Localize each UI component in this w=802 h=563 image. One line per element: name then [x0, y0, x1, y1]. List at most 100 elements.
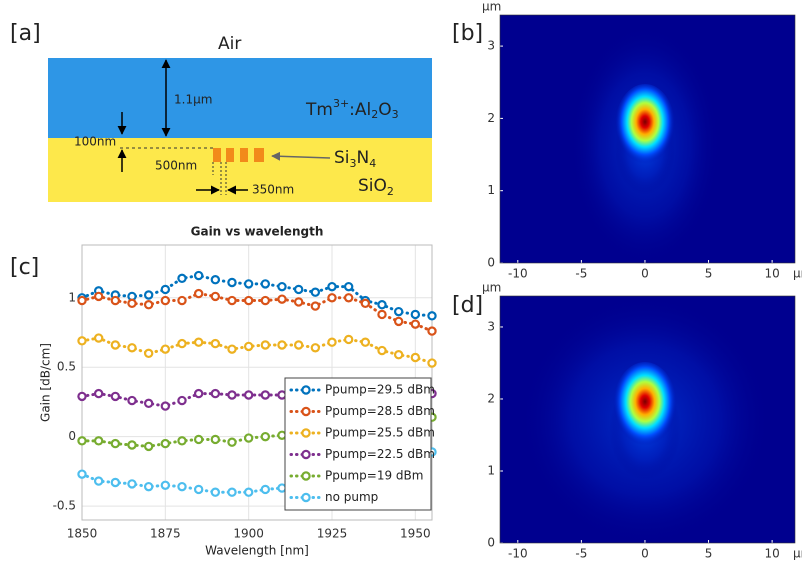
data-point	[127, 440, 137, 450]
data-point	[143, 300, 154, 310]
data-point	[93, 388, 104, 399]
legend-box	[284, 377, 432, 511]
y-tick-label: 1	[487, 463, 495, 477]
data-point	[210, 434, 221, 445]
label-part: :Al	[349, 100, 371, 120]
data-point	[410, 352, 421, 363]
data-point	[160, 344, 171, 354]
legend-marker	[301, 385, 311, 395]
data-point	[193, 388, 204, 399]
data-point	[110, 340, 121, 350]
data-point	[193, 434, 204, 445]
x-tick-label: 0	[641, 547, 649, 561]
label-part: 2	[387, 185, 394, 198]
data-point	[377, 300, 387, 310]
x-tick-label: 1950	[400, 527, 431, 541]
x-tick-label: 5	[705, 547, 713, 561]
data-point	[260, 295, 271, 306]
x-tick-label: 1875	[150, 527, 181, 541]
data-point	[193, 270, 204, 281]
legend-label: Ppump=22.5 dBm	[325, 447, 435, 461]
data-point	[343, 334, 354, 345]
data-point	[393, 350, 404, 360]
label-part: 2	[371, 108, 378, 121]
data-point	[310, 301, 321, 311]
chart-title: Gain vs wavelength	[191, 225, 324, 239]
label: 500nm	[155, 159, 197, 173]
data-point	[343, 293, 354, 303]
data-point	[143, 398, 154, 409]
data-point	[127, 395, 137, 406]
x-tick-label: 10	[764, 547, 779, 561]
data-point	[327, 281, 337, 292]
data-point	[277, 340, 287, 350]
diagram: Air 1.1µm Tm3+:Al2O3 100nm 500nm Si3N4 3…	[48, 34, 432, 202]
data-point	[410, 309, 421, 320]
data-point	[260, 484, 271, 495]
data-point	[177, 273, 187, 284]
label-part: Si	[334, 148, 350, 168]
data-point	[193, 484, 204, 495]
x-tick-label: 0	[641, 267, 649, 281]
data-point	[110, 477, 121, 488]
y-tick-label: 0	[68, 429, 76, 443]
panel-label: [b]	[452, 21, 483, 46]
data-point	[177, 395, 187, 406]
data-point	[377, 345, 387, 356]
data-point	[227, 390, 237, 400]
data-point	[110, 438, 121, 449]
y-tick-label: 1	[487, 183, 495, 197]
series-line	[80, 274, 434, 318]
x-tick-label: -10	[508, 267, 528, 281]
label-part: N	[357, 148, 370, 168]
heatmap	[500, 15, 795, 265]
data-point	[143, 290, 154, 300]
data-point	[260, 340, 271, 350]
label: SiO2	[358, 176, 394, 198]
data-point	[210, 487, 221, 497]
x-tick-label: -10	[508, 547, 528, 561]
panel-label: [d]	[452, 293, 483, 318]
data-point	[260, 431, 271, 442]
arrow	[271, 151, 331, 161]
label: Si3N4	[334, 148, 376, 170]
y-tick-label: 0.5	[57, 360, 76, 374]
label-part: 3	[350, 157, 357, 170]
data-point	[160, 401, 171, 411]
data-point	[160, 480, 171, 490]
x-tick-label: 5	[705, 267, 713, 281]
data-point	[193, 337, 204, 347]
legend-label: Ppump=29.5 dBm	[325, 383, 435, 397]
mode-core	[615, 84, 675, 168]
legend-label: no pump	[325, 490, 378, 504]
legend-marker	[301, 406, 311, 417]
series-line	[80, 292, 434, 333]
data-point	[210, 275, 221, 285]
data-point	[410, 319, 421, 329]
data-point	[193, 288, 204, 299]
legend-label: Ppump=28.5 dBm	[325, 404, 435, 418]
label: 350nm	[252, 183, 294, 197]
axes-frame	[499, 14, 796, 264]
series-line	[80, 336, 434, 365]
x-unit-label: µm	[793, 547, 802, 561]
data-point	[160, 438, 171, 449]
data-point	[177, 481, 187, 492]
label: 100nm	[74, 135, 116, 149]
data-point	[310, 287, 321, 297]
data-point	[93, 476, 104, 486]
data-point	[77, 436, 87, 446]
y-unit-label: µm	[482, 0, 501, 14]
mode-core	[613, 362, 677, 450]
y-unit-label: µm	[482, 281, 501, 295]
data-point	[243, 390, 254, 400]
y-tick-label: 3	[487, 319, 495, 333]
x-tick-label: -5	[575, 267, 587, 281]
data-point	[360, 337, 371, 347]
data-point	[143, 441, 154, 452]
x-tick-label: -5	[575, 547, 587, 561]
label: 1.1µm	[174, 93, 212, 107]
x-tick-label: 10	[764, 267, 779, 281]
